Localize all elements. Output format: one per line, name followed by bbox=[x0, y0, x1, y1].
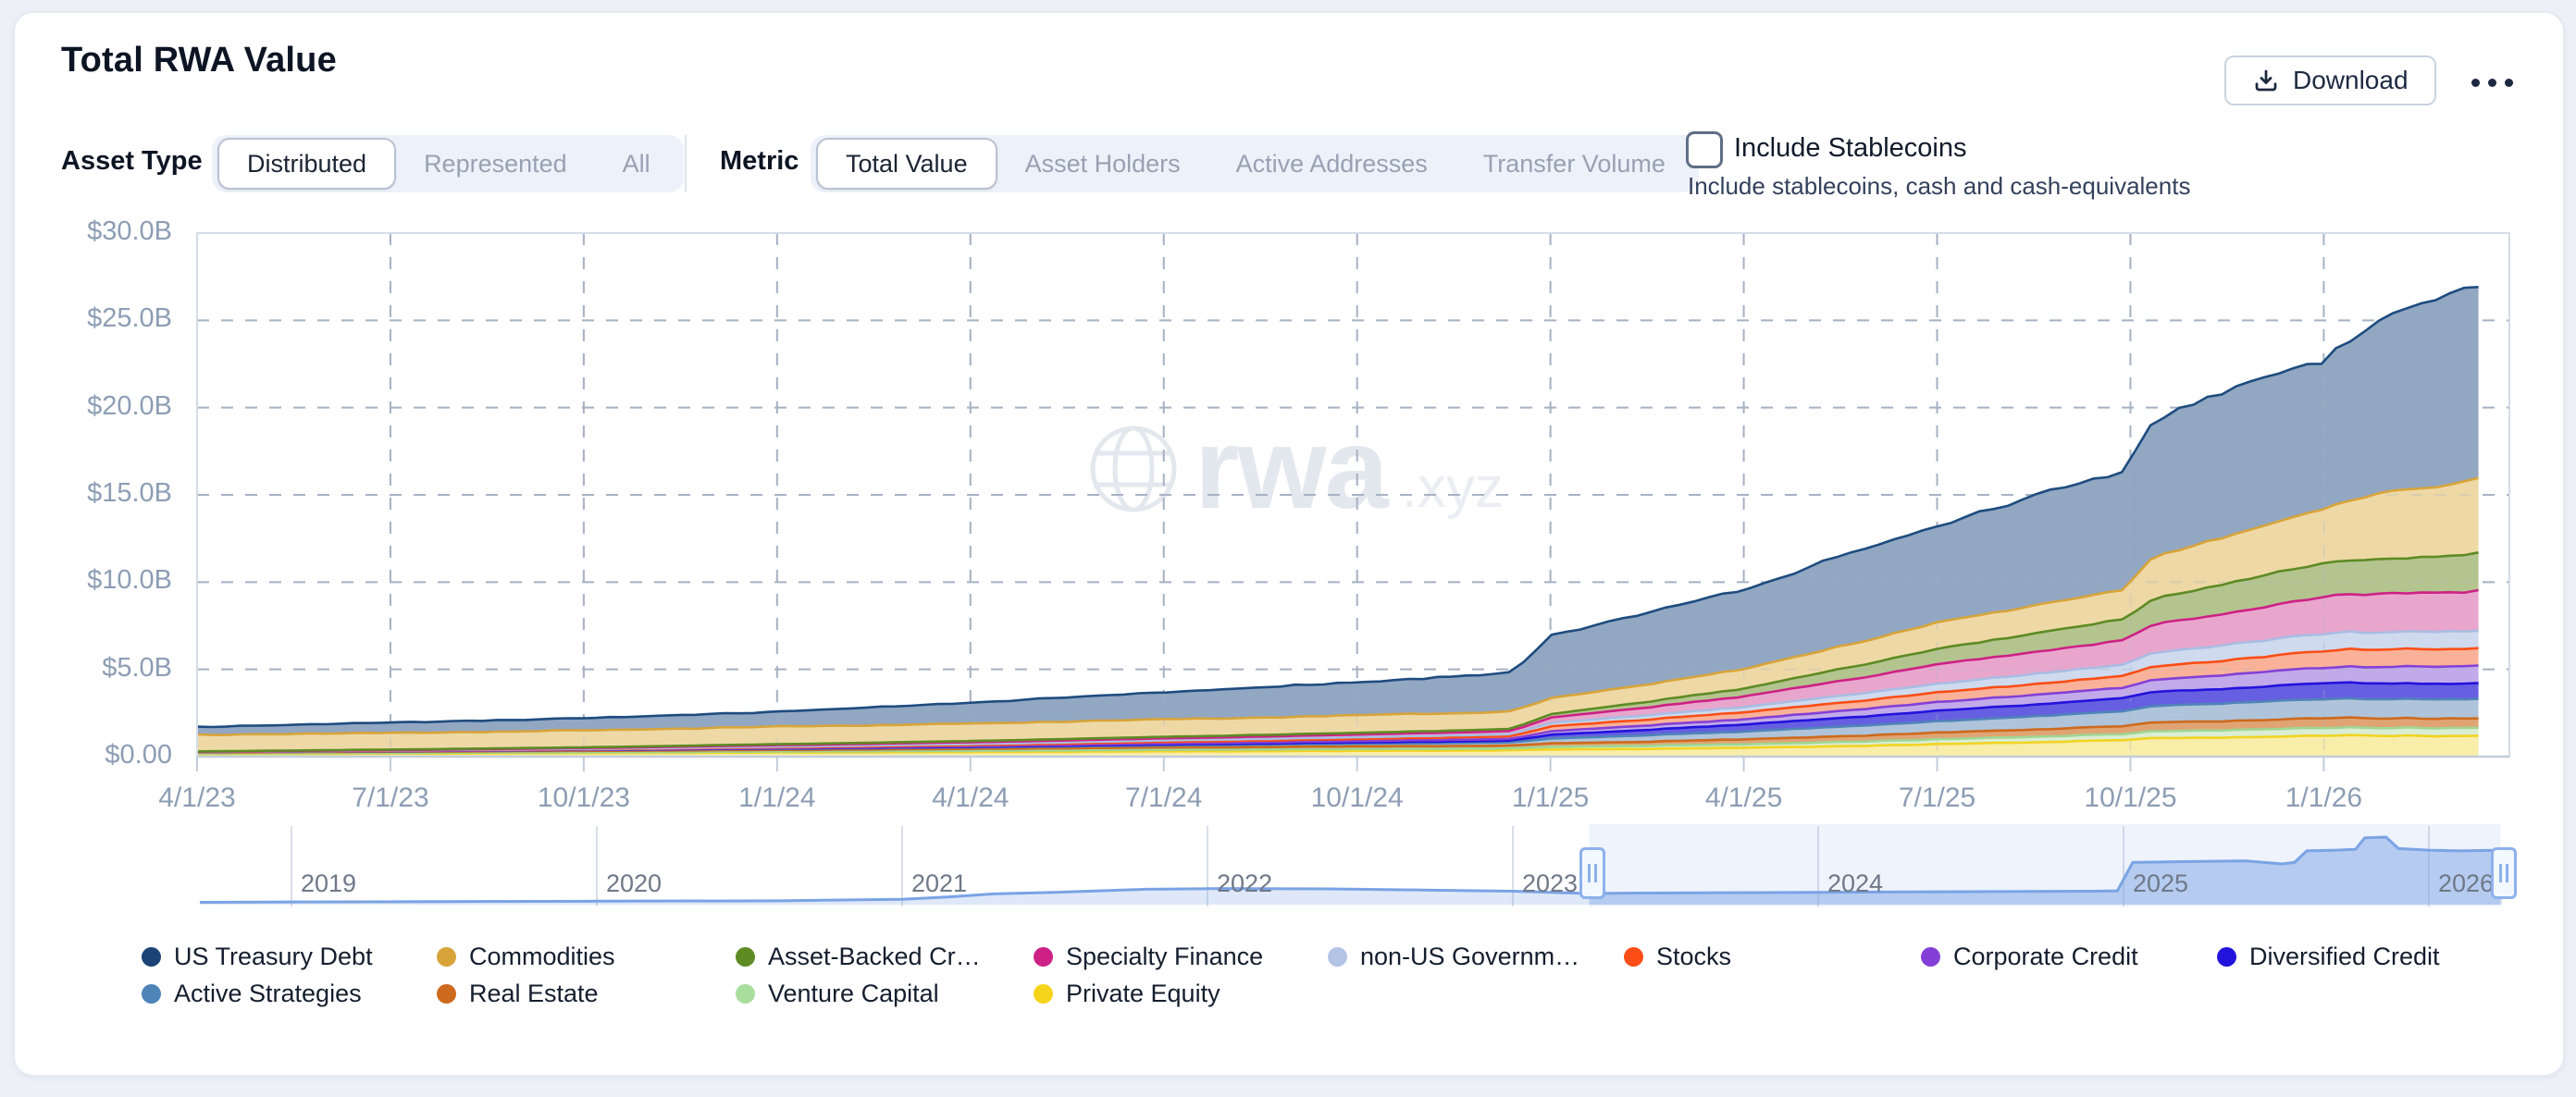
scrubber-year-label: 2020 bbox=[606, 869, 663, 897]
x-axis-tick-label: 4/1/25 bbox=[1704, 783, 1783, 813]
x-axis-tick-label: 1/1/25 bbox=[1511, 783, 1590, 813]
globe-icon bbox=[1087, 423, 1180, 515]
metric-option-total-value[interactable]: Total Value bbox=[816, 138, 997, 190]
ellipsis-dot bbox=[2487, 78, 2496, 87]
metric-option-active-addresses[interactable]: Active Addresses bbox=[1235, 149, 1428, 178]
legend-item-private-equity[interactable]: Private Equity bbox=[1034, 975, 1328, 1012]
area-outlines bbox=[197, 286, 2479, 756]
download-button[interactable]: Download bbox=[2224, 55, 2436, 105]
scrubber-minimap bbox=[199, 824, 2503, 906]
legend-label: Active Strategies bbox=[174, 979, 362, 1007]
scrubber-right-handle[interactable] bbox=[2490, 847, 2517, 899]
legend-label: Diversified Credit bbox=[2249, 942, 2440, 970]
legend-color-dot bbox=[437, 983, 456, 1004]
legend-color-dot bbox=[736, 946, 755, 967]
page-title: Total RWA Value bbox=[61, 41, 337, 80]
metric-option-asset-holders[interactable]: Asset Holders bbox=[1024, 149, 1181, 178]
legend-item-real-estate[interactable]: Real Estate bbox=[437, 975, 736, 1012]
scrubber-year-label: 2019 bbox=[301, 869, 357, 897]
legend-item-non-us-government-debt[interactable]: non-US Governm… bbox=[1328, 938, 1624, 975]
chart-legend: US Treasury Debt Commodities Asset-Backed … bbox=[142, 938, 2522, 1012]
x-axis-tick-label: 1/1/24 bbox=[738, 783, 816, 813]
x-axis-tick-label: 7/1/25 bbox=[1898, 783, 1976, 813]
x-axis-tick-label: 4/1/23 bbox=[158, 783, 236, 813]
metric-label: Metric bbox=[720, 146, 799, 176]
ellipsis-dot bbox=[2504, 78, 2513, 87]
legend-label: non-US Governm… bbox=[1360, 942, 1580, 970]
legend-item-venture-capital[interactable]: Venture Capital bbox=[736, 975, 1034, 1012]
controls-divider bbox=[685, 135, 687, 192]
legend-color-dot bbox=[1624, 946, 1643, 967]
legend-item-stocks[interactable]: Stocks bbox=[1624, 938, 1921, 975]
y-axis-tick-label: $25.0B bbox=[87, 303, 172, 334]
legend-color-dot bbox=[437, 946, 456, 967]
x-axis-tick-label: 7/1/24 bbox=[1125, 783, 1203, 813]
legend-color-dot bbox=[1921, 946, 1940, 967]
legend-color-dot bbox=[1328, 946, 1347, 967]
download-label: Download bbox=[2293, 66, 2409, 94]
legend-label: Real Estate bbox=[469, 979, 599, 1007]
legend-color-dot bbox=[2217, 946, 2236, 967]
asset-type-option-distributed[interactable]: Distributed bbox=[217, 138, 397, 190]
stacked-areas bbox=[197, 287, 2479, 757]
y-axis-tick-label: $0.00 bbox=[105, 740, 172, 770]
asset-type-option-represented[interactable]: Represented bbox=[424, 149, 567, 178]
scrubber-year-label: 2025 bbox=[2133, 869, 2189, 897]
legend-item-us-treasury-debt[interactable]: US Treasury Debt bbox=[142, 938, 437, 975]
scrubber-year-label: 2022 bbox=[1217, 869, 1273, 897]
metric-option-transfer-volume[interactable]: Transfer Volume bbox=[1482, 149, 1666, 178]
y-axis-tick-label: $10.0B bbox=[87, 565, 172, 596]
include-stablecoins-checkbox[interactable] bbox=[1686, 131, 1723, 168]
scrubber-year-label: 2023 bbox=[1522, 869, 1579, 897]
legend-label: Stocks bbox=[1656, 942, 1732, 970]
legend-item-specialty-finance[interactable]: Specialty Finance bbox=[1034, 938, 1328, 975]
metric-segmented-control: Total Value Asset Holders Active Addresses… bbox=[811, 135, 1699, 192]
y-axis-tick-label: $15.0B bbox=[87, 478, 172, 508]
legend-item-diversified-credit[interactable]: Diversified Credit bbox=[2217, 938, 2522, 975]
more-options-button[interactable] bbox=[2461, 67, 2522, 98]
legend-label: Asset-Backed Cr… bbox=[768, 942, 981, 970]
scrubber-year-label: 2026 bbox=[2438, 869, 2495, 897]
legend-label: Commodities bbox=[469, 942, 615, 970]
x-axis-tick-label: 7/1/23 bbox=[352, 783, 429, 813]
download-icon bbox=[2252, 67, 2280, 94]
legend-item-active-strategies[interactable]: Active Strategies bbox=[142, 975, 437, 1012]
x-axis-tick-label: 10/1/25 bbox=[2084, 783, 2177, 813]
legend-label: Specialty Finance bbox=[1066, 942, 1264, 970]
scrubber-year-label: 2024 bbox=[1827, 869, 1884, 897]
x-axis-tick-label: 10/1/23 bbox=[537, 783, 630, 813]
legend-label: Private Equity bbox=[1066, 979, 1220, 1007]
legend-label: Corporate Credit bbox=[1953, 942, 2138, 970]
legend-label: US Treasury Debt bbox=[174, 942, 373, 970]
asset-type-segmented-control: Distributed Represented All bbox=[212, 135, 684, 192]
y-axis-tick-label: $30.0B bbox=[87, 216, 172, 246]
asset-type-option-all[interactable]: All bbox=[622, 149, 650, 178]
x-axis-tick-label: 4/1/24 bbox=[932, 783, 1009, 813]
scrubber-left-handle[interactable] bbox=[1579, 847, 1605, 899]
ellipsis-dot bbox=[2471, 78, 2480, 87]
legend-color-dot bbox=[736, 983, 755, 1004]
legend-item-commodities[interactable]: Commodities bbox=[437, 938, 736, 975]
y-axis-tick-label: $20.0B bbox=[87, 390, 172, 421]
legend-item-asset-backed-credit[interactable]: Asset-Backed Cr… bbox=[736, 938, 1034, 975]
watermark-suffix: .xyz bbox=[1401, 456, 1504, 520]
legend-color-dot bbox=[1034, 983, 1053, 1004]
x-axis-tick-label: 10/1/24 bbox=[1310, 783, 1404, 813]
legend-color-dot bbox=[142, 983, 161, 1004]
include-stablecoins-sublabel: Include stablecoins, cash and cash-equiv… bbox=[1688, 172, 2191, 200]
x-axis-tick-label: 1/1/26 bbox=[2285, 783, 2363, 813]
legend-label: Venture Capital bbox=[768, 979, 939, 1007]
asset-type-label: Asset Type bbox=[61, 146, 203, 176]
legend-color-dot bbox=[1034, 946, 1053, 967]
y-axis-tick-label: $5.0B bbox=[102, 652, 172, 683]
include-stablecoins-label: Include Stablecoins bbox=[1734, 133, 1967, 163]
legend-color-dot bbox=[142, 946, 161, 967]
legend-item-corporate-credit[interactable]: Corporate Credit bbox=[1921, 938, 2217, 975]
scrubber-year-label: 2021 bbox=[911, 869, 968, 897]
